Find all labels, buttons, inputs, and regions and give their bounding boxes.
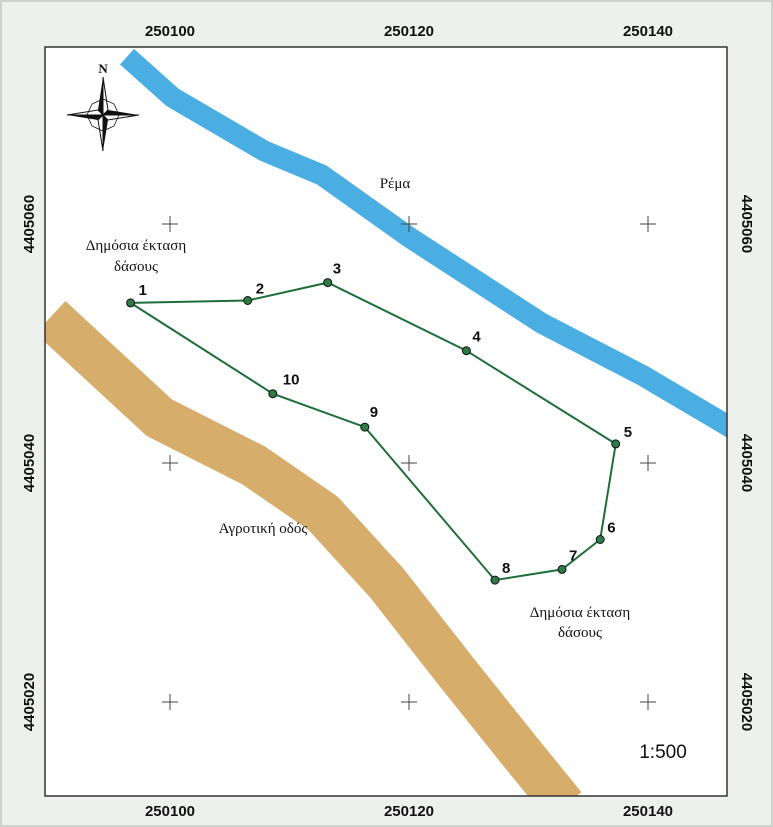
x-tick-top-3: 250140 [623,23,673,40]
parcel-vertex-8 [490,575,500,585]
north-label: N [98,61,108,76]
north-arrow-icon: N [66,61,140,152]
parcel-vertex-label-7: 7 [569,547,577,564]
grid-cross-3 [640,216,656,232]
grid-crosses [162,216,656,710]
parcel-vertex-label-2: 2 [256,281,264,298]
parcel-vertex-1 [126,298,136,308]
y-tick-left-2: 4405040 [21,434,38,492]
parcel-vertex-label-1: 1 [139,282,147,299]
forest-label-se-line1: Δημόσια έκταση [530,605,631,621]
stream-band [120,48,727,438]
grid-cross-1 [162,216,178,232]
parcel-vertex-label-4: 4 [472,329,481,346]
forest-label-nw-line1: Δημόσια έκταση [86,238,187,254]
parcel-vertex-10 [268,389,278,399]
parcel-vertex-label-9: 9 [370,404,378,421]
parcel-vertex-2 [243,296,253,305]
parcel-vertex-label-6: 6 [607,520,615,537]
parcel-vertex-label-10: 10 [283,372,300,389]
road-label: Αγροτική οδός [219,521,308,537]
parcel-vertex-7 [557,564,567,574]
forest-label-nw-line2: δάσους [114,259,158,275]
map-frame [44,46,728,797]
forest-label-se-line2: δάσους [558,625,602,641]
grid-cross-9 [640,694,656,710]
parcel-vertex-3 [323,278,333,288]
y-tick-left-3: 4405020 [21,673,38,731]
parcel-vertex-label-3: 3 [333,261,341,278]
parcel-vertex-6 [595,535,605,544]
grid-cross-5 [401,455,417,471]
x-tick-top-2: 250120 [384,23,434,40]
grid-cross-7 [162,694,178,710]
stream-label: Ρέμα [380,176,411,192]
y-tick-right-1: 4405060 [738,195,755,253]
y-tick-right-2: 4405040 [738,434,755,492]
x-tick-top-1: 250100 [145,23,195,40]
parcel-vertex-label-8: 8 [502,560,510,577]
y-tick-left-1: 4405060 [21,195,38,253]
grid-cross-2 [401,216,417,232]
x-tick-bottom-3: 250140 [623,803,673,820]
scale-label: 1:500 [639,742,687,763]
grid-cross-8 [401,694,417,710]
parcel-vertex-9 [360,422,370,432]
x-tick-bottom-2: 250120 [384,803,434,820]
parcel-vertex-label-5: 5 [624,424,632,441]
grid-cross-6 [640,455,656,471]
grid-cross-4 [162,455,178,471]
y-tick-right-3: 4405020 [738,673,755,731]
parcel-vertex-5 [611,439,621,449]
road-band [45,301,582,796]
parcel-vertices: 1 2 3 4 5 6 7 8 9 10 [126,261,632,585]
x-tick-bottom-1: 250100 [145,803,195,820]
parcel-vertex-4 [461,346,471,356]
